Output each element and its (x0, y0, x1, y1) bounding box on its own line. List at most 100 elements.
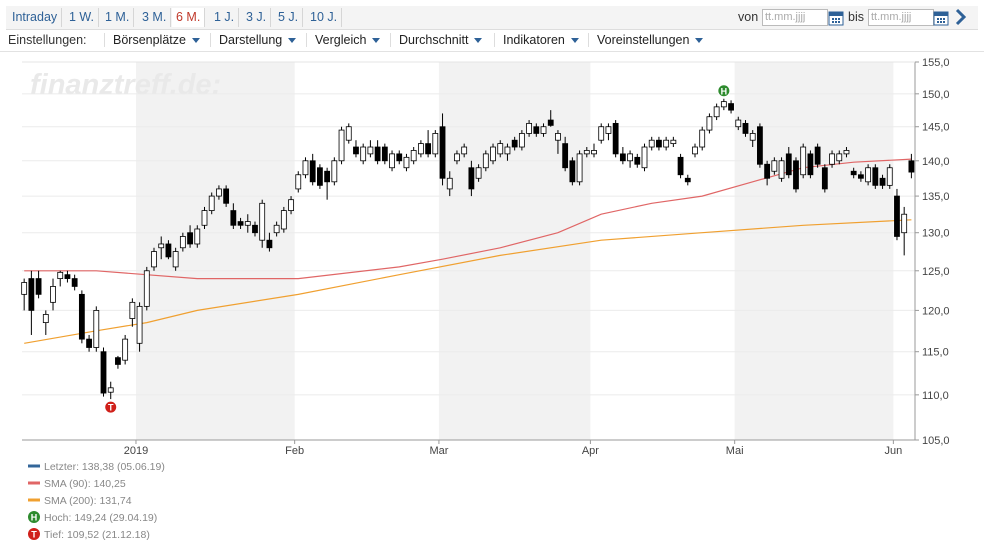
y-tick-label: 150,0 (922, 89, 950, 101)
candle-body (172, 251, 179, 268)
marker-label: T (108, 403, 114, 413)
candle-body (115, 357, 121, 365)
candle-body (295, 174, 302, 190)
candle-body (591, 150, 597, 155)
candle-body (360, 146, 367, 162)
candle-body (403, 156, 410, 169)
to-input[interactable]: tt.mm.jjjj (868, 9, 934, 26)
from-input[interactable]: tt.mm.jjjj (762, 9, 828, 26)
candle-body (619, 153, 626, 162)
period-tab[interactable]: 5 J. (274, 8, 304, 27)
period-tab[interactable]: 1 J. (210, 8, 240, 27)
candle-body (425, 143, 432, 155)
candle-body (244, 221, 251, 226)
candle-body (439, 126, 446, 179)
next-arrow[interactable] (954, 8, 968, 26)
candle-body (728, 103, 734, 111)
candle-body (107, 387, 114, 393)
candle-body (345, 126, 352, 141)
legend-swatch (28, 528, 40, 540)
calendar-icon[interactable] (933, 10, 949, 26)
month-band (135, 62, 295, 440)
candle-body (129, 301, 136, 319)
x-tick-label: Jun (884, 445, 902, 457)
candle-body (57, 271, 64, 279)
x-tick-label: Mar (429, 445, 448, 457)
candle-body (324, 170, 331, 183)
candle-body (454, 153, 460, 162)
candle-body (793, 160, 799, 190)
candle-body (569, 160, 576, 183)
settings-bar: Einstellungen: Börsenplätze Darstellung Ve… (0, 30, 984, 52)
x-tick-label: Mai (726, 445, 744, 457)
candle-body (858, 174, 864, 179)
menu-item[interactable]: Darstellung (210, 33, 304, 47)
period-tab[interactable]: 3 J. (242, 8, 272, 27)
candle-body (302, 160, 309, 176)
candle-body (136, 305, 143, 344)
menu-item[interactable]: Durchschnitt (390, 33, 490, 47)
extreme-marker (104, 400, 118, 414)
candle-body (475, 167, 482, 179)
candle-body (555, 133, 561, 141)
candle-body (742, 122, 749, 134)
candle-body (785, 153, 792, 176)
candle-body (836, 153, 843, 162)
candle-body (374, 146, 381, 162)
candle-body (158, 243, 165, 249)
month-band (438, 62, 591, 440)
candle-body (273, 224, 280, 234)
candle-body (778, 160, 785, 179)
candle-body (237, 221, 244, 226)
sma-line (24, 219, 912, 344)
candle-body (814, 146, 821, 165)
candle-body (901, 213, 908, 234)
candle-body (317, 167, 323, 186)
y-tick-label: 140,0 (922, 156, 950, 168)
candle-body (86, 338, 92, 348)
candle-body (280, 210, 287, 230)
legend-icon-text: T (31, 530, 37, 540)
candle-body (504, 146, 511, 155)
candle-body (547, 119, 554, 126)
legend-swatch (28, 511, 40, 523)
period-tab[interactable]: 3 M. (138, 8, 172, 27)
period-tab[interactable]: 10 J. (306, 8, 343, 27)
period-tab[interactable]: Intraday (8, 8, 63, 27)
candle-body (598, 126, 605, 141)
candle-body (749, 133, 756, 141)
candle-body (28, 278, 35, 311)
candle-body (353, 146, 359, 155)
candle-body (151, 251, 157, 268)
candle-body (266, 239, 273, 249)
period-bar: von tt.mm.jjjj bis tt.mm.jjjj Intraday 1 … (6, 6, 978, 30)
candle-body (634, 156, 641, 165)
candle-body (670, 139, 677, 145)
extreme-marker (717, 84, 731, 98)
menu-item[interactable]: Voreinstellungen (588, 33, 711, 47)
candle-body (417, 143, 424, 155)
period-tab[interactable]: 1 M. (101, 8, 135, 27)
menu-item[interactable]: Börsenplätze (104, 33, 208, 47)
menu-item[interactable]: Indikatoren (494, 33, 587, 47)
menu-item[interactable]: Vergleich (306, 33, 388, 47)
legend-label: SMA (90): 140,25 (44, 478, 126, 490)
candle-body (908, 160, 915, 173)
candle-body (800, 146, 807, 176)
month-band (734, 62, 894, 440)
y-tick-label: 120,0 (922, 305, 950, 317)
candle-body (338, 129, 345, 162)
to-label: bis (848, 10, 864, 24)
period-tab[interactable]: 6 M. (172, 8, 206, 27)
candle-body (677, 156, 684, 176)
candle-body (194, 228, 201, 245)
candle-body (165, 243, 172, 258)
candle-body (230, 210, 237, 226)
candle-body (850, 170, 857, 176)
candle-body (562, 143, 569, 169)
candle-body (122, 338, 129, 361)
x-tick-label: 2019 (124, 445, 148, 457)
calendar-icon[interactable] (828, 10, 844, 26)
period-tab[interactable]: 1 W. (65, 8, 100, 27)
